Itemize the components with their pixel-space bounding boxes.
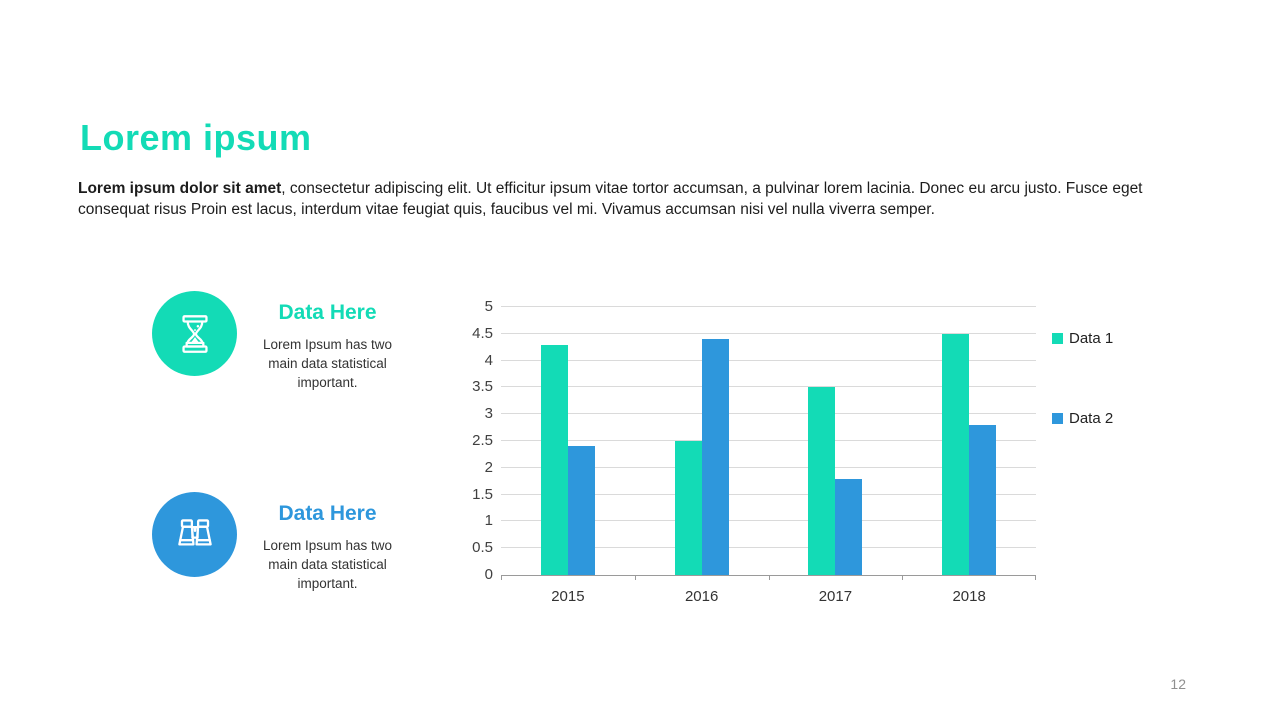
feature-body: Lorem Ipsum has two main data statistica… xyxy=(262,538,393,591)
feature-text-2: Data Here Lorem Ipsum has two main data … xyxy=(250,501,405,593)
bar-data-1 xyxy=(540,344,568,575)
y-tick-label: 0 xyxy=(484,566,493,583)
y-tick-label: 3.5 xyxy=(472,378,493,396)
y-tick-label: 1.5 xyxy=(472,485,493,503)
intro-paragraph-line2: consequat risus Proin est lacus, interdu… xyxy=(78,201,935,218)
y-tick-label: 2.5 xyxy=(472,432,493,449)
x-axis-tick xyxy=(768,575,770,580)
x-tick-label: 2017 xyxy=(818,588,853,605)
feature-body: Lorem Ipsum has two main data statistica… xyxy=(262,337,393,390)
y-tick-label: 4.5 xyxy=(472,324,493,342)
intro-paragraph: Lorem ipsum dolor sit amet, consectetur … xyxy=(78,178,1168,221)
x-tick-label: 2016 xyxy=(684,588,719,605)
bar-data-2 xyxy=(567,446,595,575)
bar-group xyxy=(635,307,769,575)
feature-text-1: Data Here Lorem Ipsum has two main data … xyxy=(250,300,405,392)
x-tick-label: 2015 xyxy=(551,588,585,605)
legend-swatch xyxy=(1052,412,1063,424)
feature-heading: Data Here xyxy=(278,502,377,525)
bar-data-2 xyxy=(835,478,863,575)
y-tick-label: 1 xyxy=(484,512,493,530)
x-tick-label: 2018 xyxy=(952,588,986,605)
chart-plot xyxy=(501,306,1036,580)
chart-y-axis: 5 4.5 4 3.5 3 2.5 2 1.5 1 0.5 0 xyxy=(455,298,493,583)
page-number: 12 xyxy=(1170,676,1186,692)
x-axis-tick xyxy=(1035,575,1036,580)
gridline xyxy=(501,520,1036,522)
legend-item: Data 1 xyxy=(1052,328,1113,348)
y-tick-label: 2 xyxy=(484,458,493,476)
feature-heading: Data Here xyxy=(278,301,377,324)
bar-chart: 5 4.5 4 3.5 3 2.5 2 1.5 1 0.5 0 2015 2016 2017 2018 D… xyxy=(455,298,1155,616)
x-axis-tick xyxy=(501,575,502,580)
gridline xyxy=(501,386,1036,388)
page-title: Lorem ipsum xyxy=(80,117,312,159)
gridline xyxy=(501,413,1036,415)
bar-data-1 xyxy=(808,387,836,575)
feature-icon-circle xyxy=(152,492,237,577)
gridline xyxy=(501,440,1036,441)
hourglass-icon xyxy=(181,314,208,353)
gridline xyxy=(501,493,1036,495)
gridline xyxy=(501,359,1036,361)
intro-paragraph-line1: , consectetur adipiscing elit. Ut effici… xyxy=(281,179,1143,197)
bar-data-2 xyxy=(969,424,997,575)
intro-paragraph-bold: Lorem ipsum dolor sit amet xyxy=(78,179,282,197)
gridline xyxy=(501,332,1036,334)
bar-data-1 xyxy=(674,441,702,575)
bar-data-1 xyxy=(942,333,970,575)
binoculars-icon xyxy=(177,518,212,546)
y-tick-label: 3 xyxy=(484,405,493,423)
legend-label: Data 2 xyxy=(1069,409,1114,427)
chart-legend: Data 1 Data 2 xyxy=(1052,328,1113,428)
feature-icon-circle xyxy=(152,291,237,376)
bar-group xyxy=(769,307,903,575)
bar-data-2 xyxy=(701,339,729,575)
x-axis-tick xyxy=(634,575,636,580)
gridline xyxy=(501,466,1036,468)
legend-swatch xyxy=(1052,332,1063,344)
y-tick-label: 4 xyxy=(484,351,493,369)
y-tick-label: 0.5 xyxy=(472,539,493,557)
bar-group xyxy=(902,307,1036,575)
gridline xyxy=(501,306,1036,307)
y-tick-label: 5 xyxy=(484,298,493,315)
gridline xyxy=(501,547,1036,549)
legend-label: Data 1 xyxy=(1069,329,1114,347)
bar-group xyxy=(501,307,635,575)
x-axis-tick xyxy=(902,575,904,580)
legend-item: Data 2 xyxy=(1052,408,1113,428)
chart-x-axis: 2015 2016 2017 2018 xyxy=(501,576,1036,605)
